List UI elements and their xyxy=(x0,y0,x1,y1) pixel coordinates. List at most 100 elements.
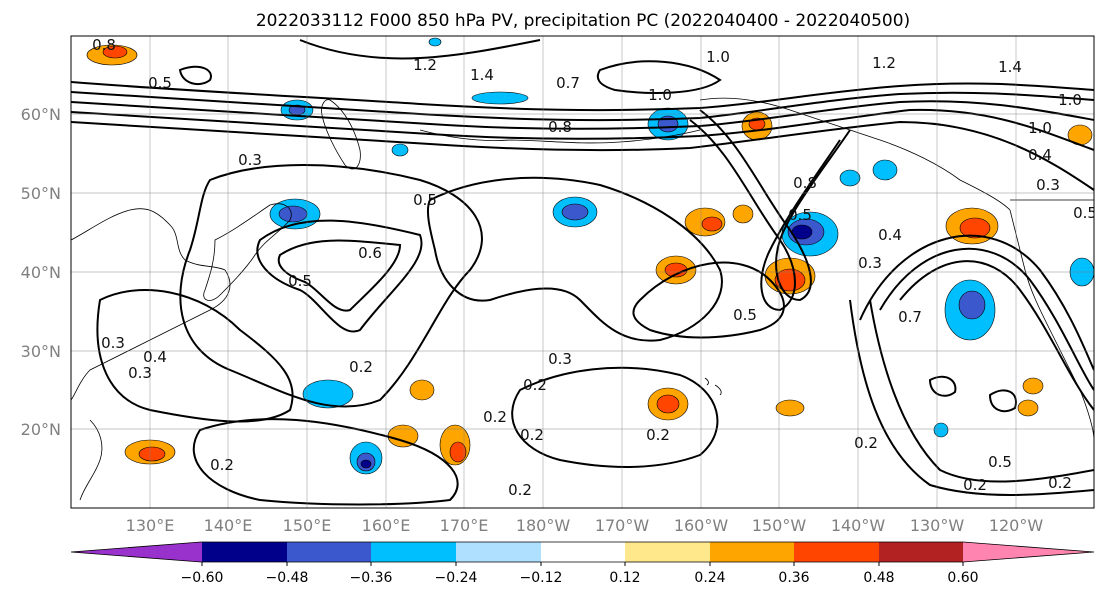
precip-anomaly-area xyxy=(428,37,442,47)
contour-label: 0.5 xyxy=(148,74,172,92)
pv-contour xyxy=(988,389,1017,413)
contour-label: 1.0 xyxy=(1058,91,1082,109)
contour-label: 0.2 xyxy=(483,408,507,426)
contour-label: 1.4 xyxy=(998,58,1022,76)
contour-label: 0.2 xyxy=(520,426,544,444)
colorbar-segment xyxy=(794,542,879,562)
contour-label: 1.0 xyxy=(648,86,672,104)
precip-anomaly-area xyxy=(872,159,898,181)
pv-contour xyxy=(869,299,1094,483)
precip-anomaly-area xyxy=(449,441,467,463)
contour-label: 0.3 xyxy=(128,364,152,382)
colorbar-tick-label: −0.12 xyxy=(520,570,563,586)
precip-anomaly-area xyxy=(1022,377,1044,395)
colorbar-tick-label: 0.24 xyxy=(694,570,725,586)
colorbar-segment xyxy=(202,542,287,562)
lon-label: 130°W xyxy=(910,516,965,535)
contour-label: 0.4 xyxy=(1028,146,1052,164)
na-west-coastline xyxy=(1009,209,1094,441)
contour-label: 1.4 xyxy=(470,66,494,84)
lon-label: 130°E xyxy=(126,516,175,535)
lon-label: 140°E xyxy=(204,516,253,535)
colorbar-segment xyxy=(963,542,1094,562)
precip-anomaly-area xyxy=(774,268,806,292)
precip-anomaly-area xyxy=(102,45,128,59)
philippines-coastline xyxy=(79,419,103,501)
precip-anomaly-area xyxy=(471,91,529,105)
pv-contour xyxy=(426,176,723,342)
colorbar-segment xyxy=(710,542,794,562)
pv-contour xyxy=(277,239,402,312)
precip-anomaly-area xyxy=(360,459,372,469)
contour-label: 0.4 xyxy=(143,348,167,366)
gridlines xyxy=(71,36,1094,508)
contour-label: 1.2 xyxy=(872,54,896,72)
lon-label: 140°W xyxy=(831,516,886,535)
precip-anomaly-area xyxy=(701,216,723,232)
contour-label: 0.3 xyxy=(548,350,572,368)
colorbar-segment xyxy=(456,542,541,562)
coastlines xyxy=(71,97,1094,501)
pv-contour xyxy=(192,418,459,506)
colorbar: −0.60 −0.48 −0.36 −0.24 −0.12 0.12 0.24 0.36 0.4… xyxy=(70,541,1095,586)
lon-label: 150°W xyxy=(752,516,807,535)
precip-anomaly-area xyxy=(561,203,589,221)
contour-label: 0.2 xyxy=(1048,474,1072,492)
pv-contour xyxy=(879,247,1094,391)
latitude-labels: 60°N 50°N 40°N 30°N 20°N xyxy=(21,105,61,439)
lon-label: 120°W xyxy=(989,516,1044,535)
contour-label: 0.4 xyxy=(878,226,902,244)
contour-label: 0.3 xyxy=(1036,176,1060,194)
japan-coastline xyxy=(203,203,292,301)
precip-anomaly-area xyxy=(959,217,991,239)
lon-label: 170°W xyxy=(595,516,650,535)
colorbar-tick-label: −0.24 xyxy=(435,570,478,586)
pv-contour xyxy=(71,91,1094,122)
colorbar-segment xyxy=(879,542,963,562)
pv-contour xyxy=(178,65,212,86)
lon-label: 170°E xyxy=(440,516,489,535)
precip-anomaly-area xyxy=(732,204,754,224)
contour-label: 0.6 xyxy=(358,244,382,262)
contour-label: 0.5 xyxy=(788,206,812,224)
contour-label: 0.3 xyxy=(238,151,262,169)
lon-label: 150°E xyxy=(283,516,332,535)
contour-label: 0.2 xyxy=(854,434,878,452)
precip-anomaly-area xyxy=(138,446,166,462)
contour-label: 0.2 xyxy=(963,476,987,494)
colorbar-tick-label: −0.48 xyxy=(266,570,309,586)
contour-label: 0.2 xyxy=(210,456,234,474)
pv-contour xyxy=(71,100,1094,130)
contour-label: 1.2 xyxy=(413,56,437,74)
colorbar-segment xyxy=(625,542,710,562)
contour-label: 1.0 xyxy=(706,48,730,66)
pv-contour xyxy=(928,375,957,397)
precip-anomaly-area xyxy=(391,143,409,157)
colorbar-tick-label: −0.60 xyxy=(181,570,224,586)
kamchatka-coastline xyxy=(321,99,361,170)
contour-labels: 0.50.50.60.50.50.30.40.3 0.20.30.20.20.20… xyxy=(92,36,1094,499)
contour-label: 0.7 xyxy=(898,308,922,326)
contour-label: 0.5 xyxy=(413,191,437,209)
aleutian-islands xyxy=(419,129,701,144)
colorbar-segment xyxy=(287,542,371,562)
colorbar-segment xyxy=(541,542,625,562)
colorbar-tick-label: −0.36 xyxy=(350,570,393,586)
precip-anomaly-area xyxy=(409,379,435,401)
lon-label: 160°E xyxy=(362,516,411,535)
contour-label: 0.8 xyxy=(92,36,116,54)
pv-contour xyxy=(849,299,1094,496)
precip-anomaly-area xyxy=(278,205,308,223)
pv-contour xyxy=(256,219,423,333)
contour-label: 0.5 xyxy=(988,453,1012,471)
colorbar-segment xyxy=(71,542,202,562)
pv-contour xyxy=(511,366,719,468)
colorbar-outline xyxy=(70,541,1095,563)
colorbar-segment xyxy=(371,542,456,562)
pv-contour xyxy=(632,261,785,339)
precip-anomaly-area xyxy=(775,399,805,417)
contour-label: 0.7 xyxy=(556,74,580,92)
contour-label: 0.2 xyxy=(646,426,670,444)
lat-label: 60°N xyxy=(21,105,61,124)
alaska-coastline xyxy=(699,97,1011,211)
